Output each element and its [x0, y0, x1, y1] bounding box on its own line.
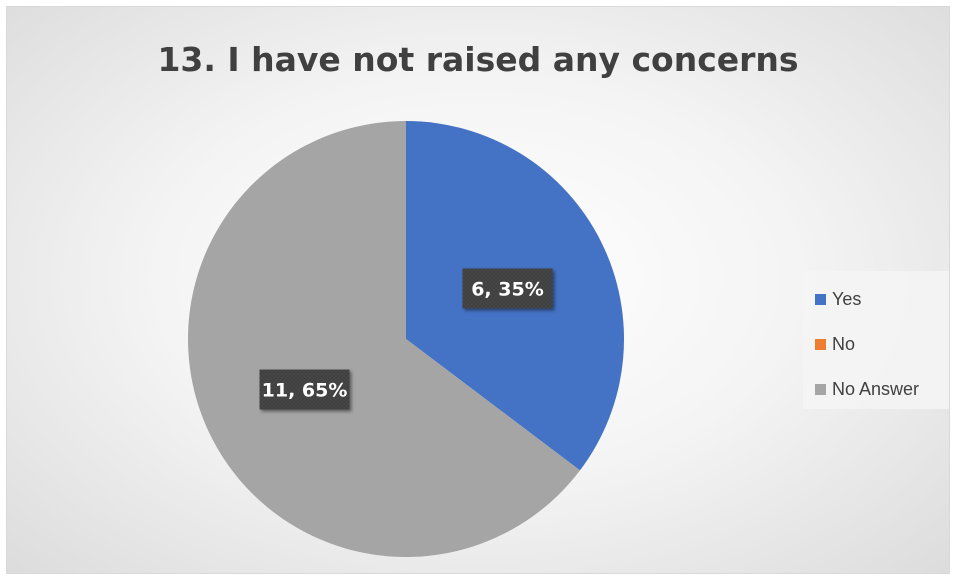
pie-slice-no-answer	[187, 121, 580, 557]
data-label-box	[462, 268, 553, 309]
legend-label-no-answer: No Answer	[832, 378, 920, 399]
data-label-yes: 6, 35%	[462, 268, 553, 309]
chart-area: 13. I have not raised any concerns 6, 35…	[6, 6, 950, 574]
legend-swatch-yes	[815, 293, 826, 305]
pie-chart: 6, 35% 11, 65%	[187, 121, 624, 557]
data-label-no-answer: 11, 65%	[259, 369, 350, 410]
legend-label-no: No	[832, 333, 856, 354]
data-label-text: 6, 35%	[471, 278, 544, 300]
data-label-text: 11, 65%	[262, 380, 348, 402]
legend-item-no-answer: No Answer	[815, 379, 919, 399]
data-label-box	[259, 369, 350, 410]
legend-item-yes: Yes	[815, 289, 861, 309]
legend: Yes No No Answer	[803, 271, 949, 409]
chart-title: 13. I have not raised any concerns	[157, 40, 799, 79]
legend-label-yes: Yes	[832, 288, 862, 309]
legend-swatch-no	[815, 338, 826, 350]
legend-item-no: No	[815, 334, 855, 354]
legend-swatch-no-answer	[815, 383, 826, 395]
